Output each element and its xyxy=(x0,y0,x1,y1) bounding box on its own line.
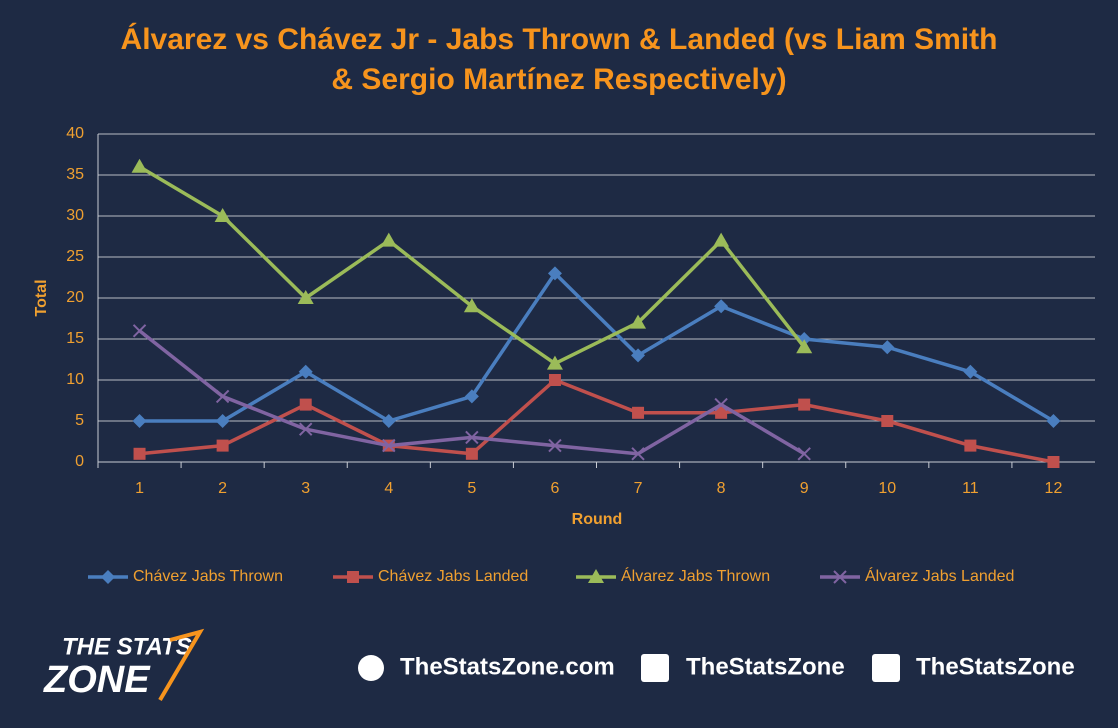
legend-label: Chávez Jabs Thrown xyxy=(133,568,283,585)
marker xyxy=(381,414,396,428)
x-tick-label: 10 xyxy=(878,480,896,497)
legend-label: Álvarez Jabs Landed xyxy=(865,566,1014,585)
facebook: TheStatsZone xyxy=(686,653,845,680)
marker xyxy=(546,355,563,370)
marker xyxy=(630,314,647,329)
marker xyxy=(714,397,728,412)
x-tick-label: 12 xyxy=(1045,480,1063,497)
logo: THE STATS ZONE xyxy=(43,628,205,702)
marker xyxy=(715,406,728,419)
logo-slash xyxy=(158,628,205,702)
y-tick-label: 0 xyxy=(75,453,84,470)
marker xyxy=(833,570,847,584)
y-tick-label: 40 xyxy=(66,125,84,142)
marker xyxy=(713,232,730,247)
marker xyxy=(880,340,895,355)
marker xyxy=(1047,456,1060,468)
y-tick-label: 15 xyxy=(66,330,84,347)
x-tick-label: 1 xyxy=(135,480,144,497)
marker xyxy=(547,266,562,281)
y-tick-label: 25 xyxy=(66,248,84,265)
x-tick-label: 7 xyxy=(634,480,643,497)
x-axis-label: Round xyxy=(572,511,623,528)
x-tick-label: 3 xyxy=(301,480,310,497)
series-line xyxy=(138,165,806,366)
marker xyxy=(588,569,604,583)
marker xyxy=(380,232,397,247)
marker xyxy=(797,447,811,461)
website: TheStatsZone.com xyxy=(400,653,615,680)
marker xyxy=(132,324,147,338)
twitter-icon xyxy=(872,654,900,682)
logo-bottom: ZONE xyxy=(43,659,151,701)
marker xyxy=(964,439,977,452)
marker xyxy=(299,422,313,436)
marker xyxy=(133,447,146,460)
marker xyxy=(463,298,480,313)
marker xyxy=(714,299,729,314)
series-line xyxy=(139,378,1054,464)
y-tick-label: 20 xyxy=(66,289,84,306)
marker xyxy=(632,406,645,419)
marker xyxy=(299,398,312,411)
marker xyxy=(214,208,231,222)
marker xyxy=(216,439,229,452)
marker xyxy=(464,389,479,404)
y-axis-label: Total xyxy=(33,279,50,316)
x-tick-label: 6 xyxy=(551,480,560,497)
logo-top: THE STATS xyxy=(62,633,192,660)
marker xyxy=(298,364,313,379)
series-line xyxy=(139,271,1055,423)
marker xyxy=(963,364,978,379)
legend-label: Chávez Jabs Landed xyxy=(378,568,528,585)
marker xyxy=(465,430,479,445)
marker xyxy=(101,570,115,584)
y-tick-label: 5 xyxy=(75,412,84,429)
x-tick-label: 2 xyxy=(218,480,227,497)
legend-label: Álvarez Jabs Thrown xyxy=(621,566,770,585)
y-tick-label: 35 xyxy=(66,166,84,183)
marker xyxy=(881,415,894,427)
marker xyxy=(215,389,230,404)
marker xyxy=(347,571,359,583)
marker xyxy=(132,414,147,428)
marker xyxy=(131,158,148,173)
twitter: TheStatsZone xyxy=(916,653,1075,680)
x-tick-label: 8 xyxy=(717,480,726,497)
x-tick-label: 5 xyxy=(467,480,476,497)
facebook-icon xyxy=(641,654,669,682)
globe-icon xyxy=(358,655,384,681)
marker xyxy=(548,438,562,453)
marker xyxy=(548,374,561,386)
x-tick-label: 11 xyxy=(962,480,979,497)
marker xyxy=(465,447,478,460)
marker xyxy=(297,290,314,304)
y-tick-label: 10 xyxy=(66,371,84,388)
marker xyxy=(382,438,396,453)
x-tick-label: 4 xyxy=(384,480,393,497)
chart-title: Álvarez vs Chávez Jr - Jabs Thrown & Lan… xyxy=(120,23,998,96)
y-tick-label: 30 xyxy=(66,207,84,224)
marker xyxy=(631,348,646,363)
marker xyxy=(796,339,813,354)
marker xyxy=(215,414,230,428)
marker xyxy=(798,398,811,411)
x-tick-label: 9 xyxy=(800,480,809,497)
marker xyxy=(631,447,645,461)
marker xyxy=(1046,414,1061,428)
